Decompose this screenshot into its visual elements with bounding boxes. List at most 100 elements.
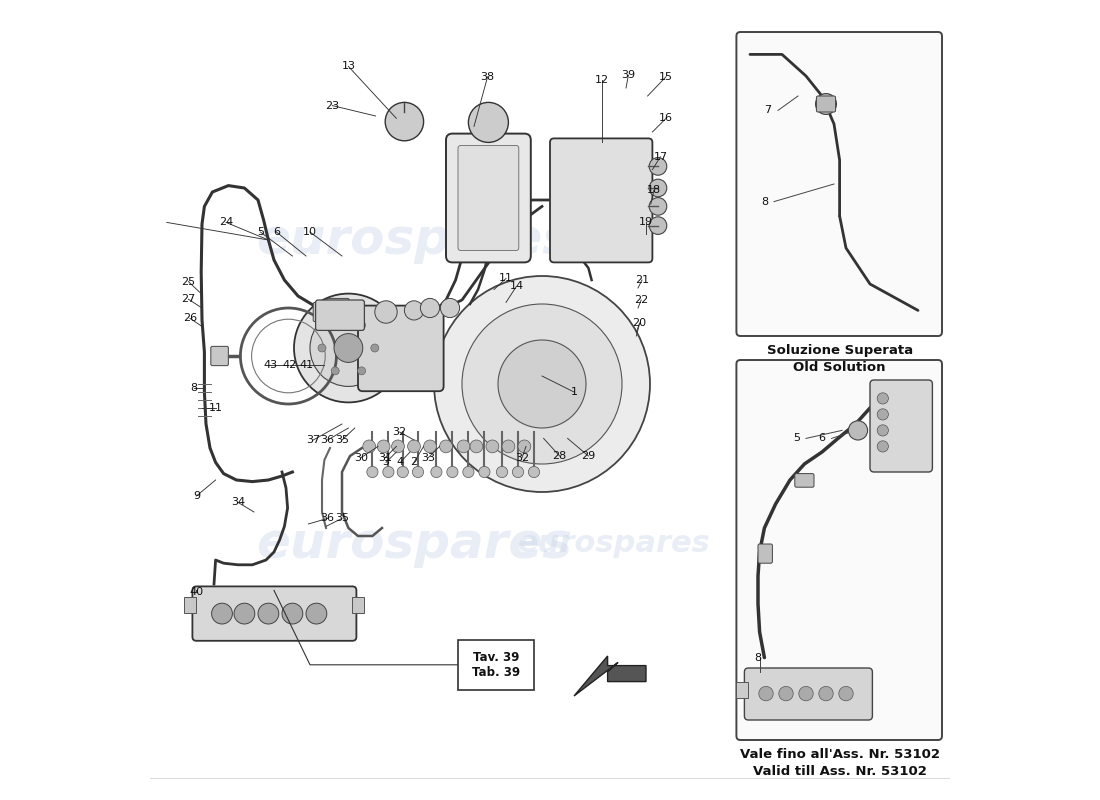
Circle shape [440, 440, 452, 453]
Text: eurospares: eurospares [256, 216, 572, 264]
Text: 6: 6 [818, 434, 825, 443]
Polygon shape [574, 656, 646, 696]
Circle shape [358, 321, 365, 329]
Circle shape [282, 603, 303, 624]
Text: 20: 20 [632, 318, 647, 328]
Text: 26: 26 [183, 314, 197, 323]
Circle shape [462, 304, 622, 464]
FancyBboxPatch shape [314, 302, 336, 322]
Text: 21: 21 [635, 275, 649, 285]
Circle shape [310, 310, 387, 386]
Circle shape [513, 466, 524, 478]
Text: 15: 15 [659, 72, 673, 82]
Text: eurospares: eurospares [769, 230, 910, 250]
Text: 12: 12 [595, 75, 609, 85]
FancyBboxPatch shape [795, 474, 814, 487]
Circle shape [649, 217, 667, 234]
Circle shape [408, 440, 420, 453]
Circle shape [366, 466, 378, 478]
Circle shape [815, 94, 836, 114]
Circle shape [877, 393, 889, 404]
Text: 40: 40 [189, 587, 204, 597]
Polygon shape [185, 597, 197, 613]
Text: 30: 30 [354, 453, 368, 462]
Circle shape [440, 298, 460, 318]
Text: 11: 11 [209, 403, 222, 413]
Text: Soluzione Superata
Old Solution: Soluzione Superata Old Solution [767, 344, 913, 374]
Circle shape [759, 686, 773, 701]
Circle shape [848, 421, 868, 440]
Circle shape [377, 440, 390, 453]
Circle shape [463, 466, 474, 478]
Text: 29: 29 [581, 451, 595, 461]
Circle shape [470, 440, 483, 453]
Circle shape [211, 603, 232, 624]
Circle shape [434, 276, 650, 492]
Text: 13: 13 [341, 62, 355, 71]
FancyBboxPatch shape [736, 360, 942, 740]
FancyBboxPatch shape [358, 306, 443, 391]
Circle shape [818, 686, 833, 701]
Circle shape [358, 367, 365, 375]
Circle shape [294, 294, 403, 402]
Text: 22: 22 [634, 295, 648, 305]
Polygon shape [736, 682, 748, 698]
Circle shape [234, 603, 255, 624]
Circle shape [258, 603, 278, 624]
Text: 14: 14 [509, 282, 524, 291]
Text: 42: 42 [283, 360, 297, 370]
Text: 16: 16 [659, 114, 673, 123]
Circle shape [877, 425, 889, 436]
Circle shape [649, 158, 667, 175]
Circle shape [496, 466, 507, 478]
Text: 36: 36 [320, 435, 334, 445]
Circle shape [877, 409, 889, 420]
Text: 10: 10 [302, 227, 317, 237]
Text: 7: 7 [764, 106, 771, 115]
FancyBboxPatch shape [758, 544, 772, 563]
Text: 35: 35 [336, 514, 349, 523]
Text: 5: 5 [793, 434, 800, 443]
FancyBboxPatch shape [316, 300, 364, 330]
Text: 41: 41 [299, 360, 314, 370]
Circle shape [431, 466, 442, 478]
Text: 11: 11 [499, 274, 513, 283]
Text: 38: 38 [481, 72, 495, 82]
Text: 8: 8 [755, 653, 761, 662]
Circle shape [420, 298, 440, 318]
Text: 17: 17 [653, 152, 668, 162]
Text: 35: 35 [336, 435, 349, 445]
Text: 36: 36 [320, 514, 334, 523]
Circle shape [383, 466, 394, 478]
Text: 18: 18 [647, 186, 661, 195]
FancyBboxPatch shape [446, 134, 531, 262]
Circle shape [405, 301, 424, 320]
Text: eurospares: eurospares [769, 550, 910, 570]
Circle shape [375, 301, 397, 323]
Circle shape [447, 466, 458, 478]
Text: 24: 24 [219, 218, 233, 227]
Text: 9: 9 [192, 491, 200, 501]
Text: 32: 32 [393, 427, 407, 437]
FancyBboxPatch shape [211, 346, 229, 366]
Circle shape [649, 179, 667, 197]
Circle shape [528, 466, 540, 478]
Text: 32: 32 [515, 453, 529, 462]
Circle shape [478, 466, 490, 478]
Circle shape [649, 198, 667, 215]
Text: 8: 8 [761, 197, 768, 206]
Text: 31: 31 [378, 453, 393, 462]
FancyBboxPatch shape [458, 146, 519, 250]
Text: Tav. 39
Tab. 39: Tav. 39 Tab. 39 [472, 651, 520, 678]
Text: 23: 23 [326, 101, 340, 110]
FancyBboxPatch shape [327, 298, 349, 318]
Circle shape [385, 102, 424, 141]
Circle shape [392, 440, 405, 453]
Text: 39: 39 [621, 70, 636, 80]
Text: 5: 5 [257, 227, 264, 237]
FancyBboxPatch shape [192, 586, 356, 641]
Circle shape [331, 321, 339, 329]
Circle shape [877, 441, 889, 452]
Circle shape [397, 466, 408, 478]
Circle shape [306, 603, 327, 624]
